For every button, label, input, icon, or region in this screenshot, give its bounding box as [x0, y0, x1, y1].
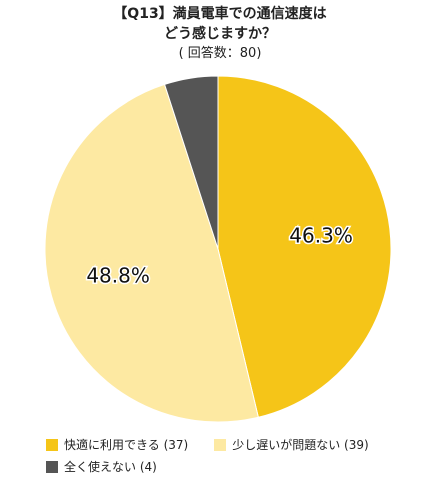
- legend-label: 快適に利用できる (37): [64, 438, 189, 452]
- legend-item-slightly-slow: 少し遅いが問題ない (39): [214, 436, 369, 454]
- pie-slice-slightly-slow: [44, 83, 259, 423]
- title-line-1: 【Q13】満員電車での通信速度は: [113, 6, 327, 22]
- pie-slice-unusable: [163, 75, 219, 250]
- legend-swatch: [46, 439, 58, 451]
- legend-label: 全く使えない (4): [64, 460, 157, 474]
- legend-label: 少し遅いが問題ない (39): [232, 438, 369, 452]
- slice-data-label: 46.3%: [289, 223, 353, 247]
- legend-item-comfortable: 快適に利用できる (37): [46, 436, 188, 454]
- title-line-2: どう感じますか？: [164, 26, 276, 42]
- chart-title: 【Q13】満員電車での通信速度は どう感じますか？ ( 回答数：80): [0, 4, 440, 64]
- legend-item-unusable: 全く使えない (4): [46, 458, 157, 476]
- title-line-3: ( 回答数：80): [178, 46, 262, 61]
- slice-data-label: 48.8%: [86, 264, 150, 288]
- pie-slice-comfortable: [217, 75, 392, 418]
- legend-swatch: [214, 439, 227, 451]
- legend-swatch: [46, 461, 58, 473]
- legend: 快適に利用できる (37) 少し遅いが問題ない (39) 全く使えない (4): [46, 434, 436, 478]
